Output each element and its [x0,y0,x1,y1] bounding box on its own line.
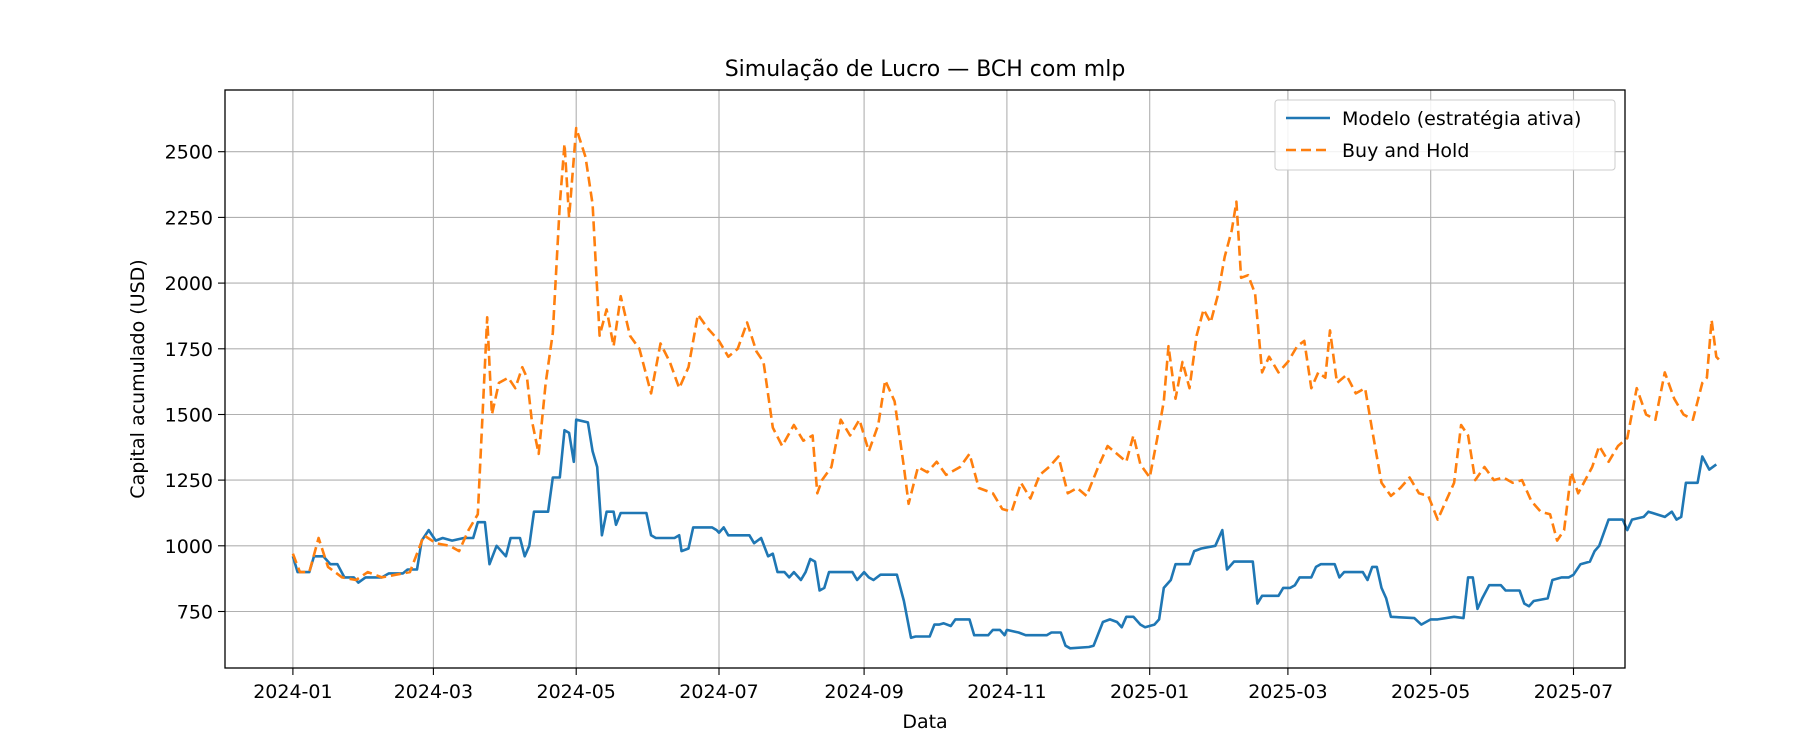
x-tick-label: 2024-03 [394,681,473,703]
y-tick-label: 1750 [165,339,213,361]
y-tick-label: 1000 [165,536,213,558]
x-tick-label: 2025-07 [1534,681,1613,703]
x-tick-label: 2024-05 [537,681,616,703]
series-line-modelo [291,418,1718,650]
x-tick-label: 2024-07 [679,681,758,703]
y-tick-label: 2250 [165,207,213,229]
y-tick-label: 2500 [165,142,213,164]
grid-lines [225,90,1625,668]
legend-box [1274,99,1616,171]
y-tick-label: 1250 [165,470,213,492]
x-tick-label: 2024-11 [967,681,1046,703]
series-line-buy-and-hold [291,126,1722,582]
legend-label-buy-and-hold: Buy and Hold [1342,140,1469,162]
x-axis-title: Data [902,711,947,733]
legend: Modelo (estratégia ativa) Buy and Hold [1274,99,1616,171]
x-tick-label: 2025-03 [1248,681,1327,703]
x-tick-label: 2025-01 [1110,681,1189,703]
axis-ticks: 2024-01 2024-03 2024-05 2024-07 2024-09 2024-… [165,142,1614,703]
y-tick-label: 1500 [165,405,213,427]
plot-frame [224,89,1626,669]
chart-title: Simulação de Lucro — BCH com mlp [725,57,1126,82]
x-tick-label: 2024-09 [824,681,903,703]
legend-label-modelo: Modelo (estratégia ativa) [1342,108,1581,130]
y-tick-label: 2000 [165,273,213,295]
y-tick-label: 750 [177,602,213,624]
y-axis-title: Capital acumulado (USD) [127,259,149,498]
x-tick-label: 2024-01 [253,681,332,703]
x-tick-label: 2025-05 [1391,681,1470,703]
series-layer [291,126,1722,650]
